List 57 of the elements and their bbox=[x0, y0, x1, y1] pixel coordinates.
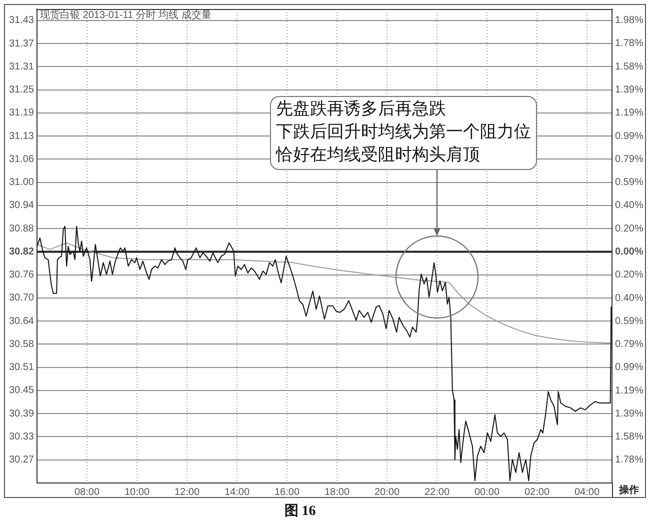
x-tick-label: 12:00 bbox=[174, 486, 200, 498]
annotation: 恰好在均线受阻时构头肩顶 bbox=[276, 144, 481, 167]
y2-tick-label: 1.19% bbox=[615, 108, 644, 119]
y-tick-label: 31.25 bbox=[8, 84, 34, 96]
y-tick-label: 30.88 bbox=[8, 223, 34, 234]
y-tick-label: 30.70 bbox=[8, 292, 34, 304]
x-tick-label: 08:00 bbox=[74, 486, 100, 498]
y-tick-label: 31.13 bbox=[8, 130, 34, 142]
y-tick-label: 30.27 bbox=[8, 454, 34, 466]
y2-tick-label: 0.20% bbox=[615, 270, 644, 281]
x-tick-label: 00:00 bbox=[474, 486, 500, 498]
y2-tick-label: 1.58% bbox=[615, 61, 644, 72]
y-tick-label: 30.94 bbox=[8, 200, 34, 212]
y-tick-label: 31.43 bbox=[8, 15, 34, 26]
y-tick-label: 30.45 bbox=[8, 385, 34, 396]
x-tick-label: 14:00 bbox=[224, 486, 250, 498]
x-tick-label: 04:00 bbox=[574, 486, 600, 498]
y2-tick-label: 0.99% bbox=[615, 362, 644, 374]
y2-tick-label: 0.79% bbox=[615, 339, 644, 350]
x-tick-label: 16:00 bbox=[274, 486, 300, 498]
y2-tick-label: 0.40% bbox=[615, 292, 644, 304]
y2-tick-label: 0.59% bbox=[615, 177, 644, 188]
y-tick-label: 30.64 bbox=[8, 316, 34, 327]
y-tick-label: 30.76 bbox=[8, 270, 34, 281]
x-tick-label: 20:00 bbox=[374, 486, 400, 498]
y-tick-label: 30.82 bbox=[8, 246, 34, 258]
x-tick-label: 22:00 bbox=[424, 486, 450, 498]
y2-tick-label: 0.79% bbox=[615, 154, 644, 165]
x-tick-label: 10:00 bbox=[124, 486, 150, 498]
y2-tick-label: 1.39% bbox=[615, 408, 644, 420]
y2-tick-label: 1.58% bbox=[615, 432, 644, 443]
y-tick-label: 30.39 bbox=[8, 408, 34, 420]
y2-tick-label: 1.19% bbox=[615, 385, 644, 396]
text: 操作 bbox=[618, 484, 640, 497]
y-tick-label: 30.51 bbox=[8, 362, 34, 374]
y2-tick-label: 1.78% bbox=[615, 38, 644, 50]
chart-title: 现货白银 2013-01-11 分时 均线 成交量 bbox=[40, 10, 212, 21]
y-tick-label: 31.37 bbox=[8, 38, 34, 50]
y2-tick-label: 0.20% bbox=[615, 223, 644, 234]
y-tick-label: 31.00 bbox=[8, 177, 34, 188]
y-tick-label: 31.31 bbox=[8, 61, 34, 72]
y2-tick-label: 0.40% bbox=[615, 200, 644, 212]
y-tick-label: 30.33 bbox=[8, 431, 34, 442]
caption: 图 16 bbox=[283, 504, 317, 520]
y-tick-label: 31.19 bbox=[8, 108, 34, 119]
annotation: 先盘跌再诱多后再急跌 bbox=[276, 98, 447, 121]
y2-tick-label: 1.39% bbox=[615, 84, 644, 96]
y2-tick-label: 0.59% bbox=[615, 316, 644, 327]
y-tick-label: 31.06 bbox=[8, 154, 34, 165]
y2-tick-label: 1.98% bbox=[615, 15, 644, 26]
annotation: 下跌后回升时均线为第一个阻力位 bbox=[276, 121, 531, 144]
y2-tick-label: 1.78% bbox=[615, 454, 644, 466]
y2-tick-label: 0.00% bbox=[615, 246, 644, 258]
x-tick-label: 02:00 bbox=[524, 486, 550, 498]
x-tick-label: 18:00 bbox=[324, 486, 350, 498]
y-tick-label: 30.58 bbox=[8, 338, 34, 350]
y2-tick-label: 0.99% bbox=[615, 130, 644, 142]
